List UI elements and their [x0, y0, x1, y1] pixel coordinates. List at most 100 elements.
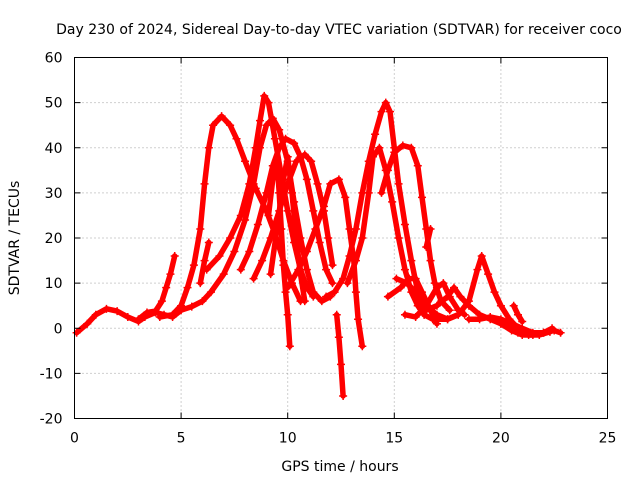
data-point [285, 342, 294, 351]
data-point [232, 134, 241, 143]
data-point [496, 319, 505, 328]
data-point [215, 252, 224, 261]
data-point [386, 107, 395, 116]
data-point [311, 224, 320, 233]
data-point [351, 256, 360, 265]
data-point [426, 256, 435, 265]
y-axis-title: SDTVAR / TECUs [7, 181, 23, 296]
data-point [236, 265, 245, 274]
data-point [518, 317, 527, 326]
data-point [328, 279, 337, 288]
series-sat-i [264, 157, 294, 351]
y-tick-label: 40 [45, 141, 63, 157]
data-point [313, 179, 322, 188]
data-point [426, 224, 435, 233]
data-point [368, 152, 377, 161]
data-point [253, 220, 262, 229]
data-point [330, 288, 339, 297]
data-point [275, 188, 284, 197]
data-point [324, 234, 333, 242]
data-point [292, 157, 301, 166]
series-line [250, 151, 336, 282]
data-point [315, 238, 324, 247]
data-point [486, 312, 495, 321]
data-point [390, 148, 399, 157]
data-point [507, 319, 516, 328]
data-point [196, 224, 205, 233]
data-point [283, 152, 292, 161]
data-point [413, 161, 422, 170]
data-point [281, 288, 290, 297]
data-point [166, 270, 175, 279]
series-sat-j [283, 175, 367, 351]
data-point [157, 297, 166, 306]
data-point [187, 302, 196, 311]
data-point [72, 328, 81, 337]
data-point [307, 157, 316, 166]
data-point [556, 328, 565, 337]
data-point [477, 252, 486, 261]
data-point [236, 211, 245, 220]
data-point [354, 315, 363, 324]
series-sat-x [509, 301, 527, 326]
data-point [262, 121, 271, 130]
x-tick-label: 5 [177, 431, 186, 447]
data-point [383, 166, 392, 175]
data-point [264, 211, 273, 220]
data-point [170, 252, 179, 261]
data-point [322, 292, 331, 301]
data-point [322, 265, 331, 274]
data-point [407, 143, 416, 152]
data-point [270, 134, 279, 143]
data-point [275, 125, 284, 134]
data-point [209, 121, 218, 130]
data-point [251, 143, 260, 152]
data-point [371, 130, 380, 139]
data-point [475, 315, 484, 324]
data-point [334, 333, 343, 342]
data-point [268, 175, 277, 184]
data-point [535, 331, 544, 340]
y-tick-label: -20 [40, 412, 63, 428]
data-point [377, 107, 386, 116]
data-point [509, 301, 518, 310]
data-point [292, 234, 301, 242]
data-point [358, 342, 367, 351]
data-point [102, 304, 111, 313]
data-point [383, 292, 392, 301]
data-point [273, 157, 282, 166]
data-point [439, 279, 448, 288]
data-point [245, 247, 254, 256]
data-point [275, 143, 284, 152]
data-point [398, 141, 407, 150]
data-point [317, 297, 326, 306]
data-point [326, 179, 335, 188]
x-tick-label: 20 [492, 431, 510, 447]
data-point [422, 306, 431, 315]
data-point [358, 234, 367, 242]
data-point [294, 265, 303, 274]
data-point [334, 175, 343, 184]
data-point [524, 331, 533, 340]
data-point [200, 179, 209, 188]
data-point [407, 256, 416, 265]
data-point [142, 308, 151, 317]
series-sat-w [513, 327, 554, 340]
data-point [123, 312, 132, 321]
data-point [513, 328, 522, 337]
data-point [226, 121, 235, 130]
series-sat-b [134, 252, 179, 324]
data-point [400, 220, 409, 229]
data-point [283, 283, 292, 292]
data-point [432, 283, 441, 292]
data-point [473, 265, 482, 274]
data-point [83, 319, 92, 328]
data-point [443, 292, 452, 301]
data-point [279, 261, 288, 270]
y-tick-label: 50 [45, 96, 63, 112]
data-point [341, 193, 350, 202]
data-point [200, 256, 209, 265]
data-point [394, 234, 403, 242]
data-point [343, 279, 352, 288]
